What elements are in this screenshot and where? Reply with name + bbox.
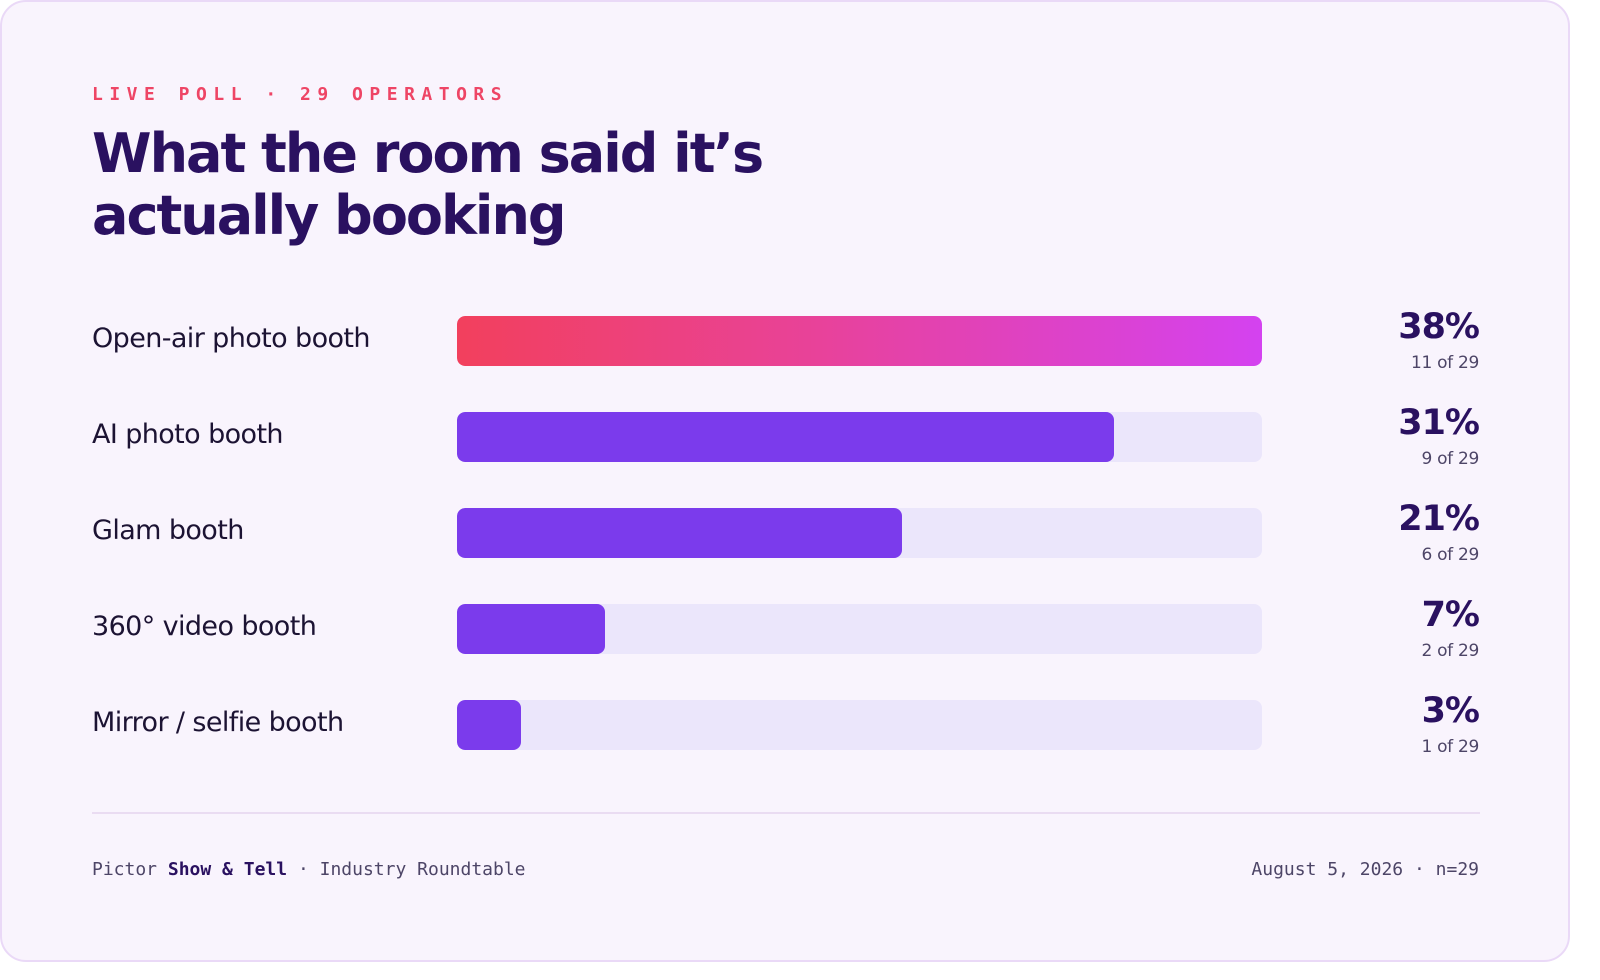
title-line-2: actually booking xyxy=(92,184,567,247)
category-label: Mirror / selfie booth xyxy=(92,707,344,738)
percent-label: 38% xyxy=(1398,307,1480,347)
category-label: Open-air photo booth xyxy=(92,323,371,354)
poll-card: LIVE POLL · 29 OPERATORS What the room s… xyxy=(0,0,1570,962)
footer-date-sample: August 5, 2026 · n=29 xyxy=(1251,859,1479,880)
bar-track xyxy=(457,700,1262,750)
chart-row: Mirror / selfie booth 3% 1 of 29 xyxy=(2,685,1568,765)
footer-event: · Industry Roundtable xyxy=(297,859,526,880)
bar xyxy=(457,604,605,654)
percent-label: 31% xyxy=(1398,403,1480,443)
bar-track xyxy=(457,316,1262,366)
footer-brand-name: Show & Tell xyxy=(167,859,288,880)
percent-label: 21% xyxy=(1398,499,1480,539)
bar xyxy=(457,508,902,558)
count-label: 6 of 29 xyxy=(1421,545,1479,565)
bar xyxy=(457,700,521,750)
category-label: Glam booth xyxy=(92,515,244,546)
bar xyxy=(457,316,1262,366)
count-label: 1 of 29 xyxy=(1421,737,1479,757)
percent-label: 7% xyxy=(1421,595,1480,635)
category-label: 360° video booth xyxy=(92,611,317,642)
eyebrow-label: LIVE POLL · 29 OPERATORS xyxy=(92,84,509,105)
bar-track xyxy=(457,604,1262,654)
chart-row: Open-air photo booth 38% 11 of 29 xyxy=(2,301,1568,381)
count-label: 9 of 29 xyxy=(1421,449,1479,469)
bar-track xyxy=(457,508,1262,558)
count-label: 2 of 29 xyxy=(1421,641,1479,661)
page-title: What the room said it’s actually booking xyxy=(92,123,852,247)
bar-track xyxy=(457,412,1262,462)
chart-row: 360° video booth 7% 2 of 29 xyxy=(2,589,1568,669)
category-label: AI photo booth xyxy=(92,419,284,450)
count-label: 11 of 29 xyxy=(1410,353,1479,373)
footer-divider xyxy=(92,812,1480,814)
chart-row: AI photo booth 31% 9 of 29 xyxy=(2,397,1568,477)
footer-credit: Pictor Show & Tell · Industry Roundtable xyxy=(92,859,526,880)
title-line-1: What the room said it’s xyxy=(92,122,764,185)
footer-brand-prefix: Pictor xyxy=(92,859,158,880)
bar xyxy=(457,412,1114,462)
chart-row: Glam booth 21% 6 of 29 xyxy=(2,493,1568,573)
percent-label: 3% xyxy=(1421,691,1480,731)
